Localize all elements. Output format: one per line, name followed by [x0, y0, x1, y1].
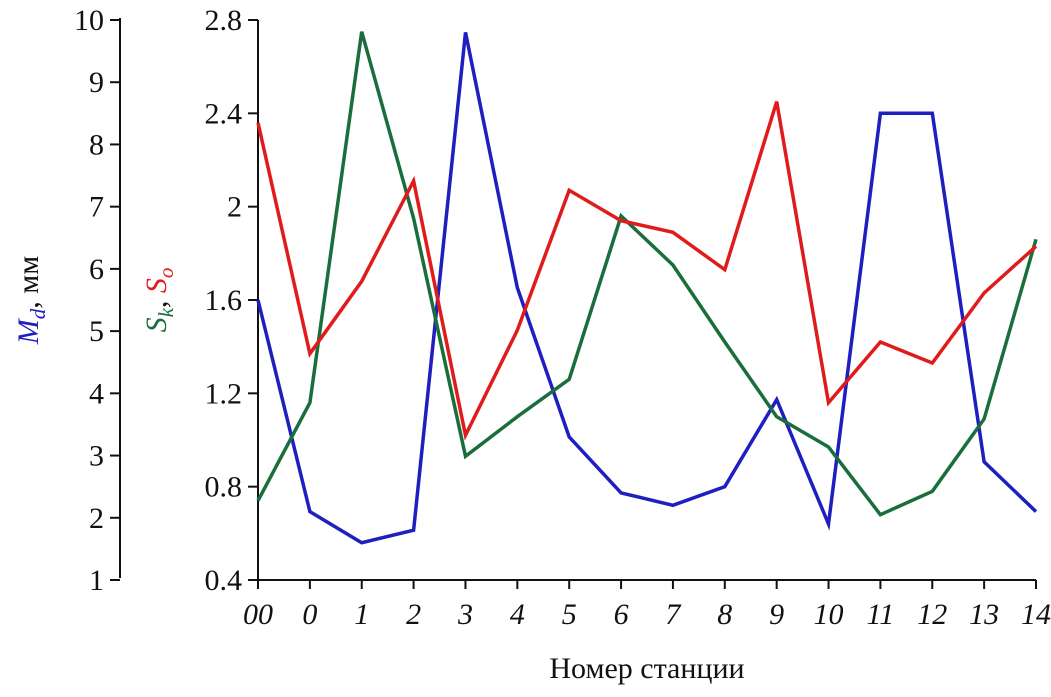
right-y-tick-label: 2 [227, 191, 242, 224]
left-y-tick-label: 10 [74, 4, 104, 37]
left-y-tick-label: 3 [89, 440, 104, 473]
left-y-tick-label: 4 [89, 377, 104, 410]
x-tick-label: 6 [614, 598, 629, 631]
right-y-tick-label: 1.2 [205, 377, 243, 410]
x-tick-label: 3 [457, 598, 473, 631]
x-tick-label: 1 [354, 598, 369, 631]
left-y-label-sub: d [26, 308, 50, 319]
left-y-tick-label: 7 [89, 191, 104, 224]
left-y-tick-label: 1 [89, 564, 104, 597]
left-y-tick-label: 2 [89, 502, 104, 535]
x-tick-label: 7 [665, 598, 682, 631]
x-tick-label: 4 [510, 598, 525, 631]
series-line-so [256, 101, 1038, 441]
left-y-label-main: M [12, 317, 45, 345]
right-y-label-sep: , [140, 293, 173, 308]
left-y-tick-label: 5 [89, 315, 104, 348]
x-tick-label: 11 [867, 598, 895, 631]
x-tick-label: 9 [769, 598, 784, 631]
x-tick-label: 2 [406, 598, 421, 631]
x-tick-label: 8 [717, 598, 732, 631]
x-tick-label: 10 [814, 598, 844, 631]
right-y-axis-label: Sk, So [140, 268, 178, 333]
right-y-tick-label: 1.6 [205, 284, 243, 317]
right-y-tick-label: 0.8 [205, 471, 243, 504]
x-axis: 00 0 1 2 3 4 5 6 7 8 9 10 11 12 13 14 [243, 579, 1051, 631]
x-tick-label: 14 [1021, 598, 1051, 631]
left-y-label-unit: , мм [12, 256, 45, 309]
left-y-tick-label: 9 [89, 66, 104, 99]
left-y-tick-label: 8 [89, 128, 104, 161]
x-ticks: 00 0 1 2 3 4 5 6 7 8 9 10 11 12 13 14 [243, 580, 1051, 631]
left-y-axis-label: Md, мм [12, 256, 50, 345]
right-y-ticks: 0.4 0.8 1.2 1.6 2 2.4 2.8 [205, 4, 258, 597]
x-tick-label: 12 [917, 598, 947, 631]
right-y-tick-label: 2.4 [205, 97, 243, 130]
series-group [256, 31, 1038, 545]
right-y-axis: 0.4 0.8 1.2 1.6 2 2.4 2.8 [205, 4, 259, 597]
x-tick-label: 0 [302, 598, 317, 631]
right-y-tick-label: 2.8 [205, 4, 243, 37]
series-line-md [256, 32, 1038, 545]
left-y-axis: 1 2 3 4 5 6 7 8 9 10 [74, 4, 121, 597]
right-y-tick-label: 0.4 [205, 564, 243, 597]
right-y-label-so-sub: o [154, 268, 178, 279]
right-y-label-so: S [140, 278, 173, 293]
x-tick-label: 13 [969, 598, 999, 631]
left-y-ticks: 1 2 3 4 5 6 7 8 9 10 [74, 4, 120, 597]
x-axis-label: Номер станции [549, 652, 744, 685]
right-y-label-sk-sub: k [154, 307, 178, 317]
x-tick-label: 00 [243, 598, 273, 631]
series-line-sk [256, 31, 1038, 517]
x-tick-label: 5 [562, 598, 577, 631]
right-y-label-sk: S [140, 317, 173, 332]
left-y-tick-label: 6 [89, 253, 104, 286]
